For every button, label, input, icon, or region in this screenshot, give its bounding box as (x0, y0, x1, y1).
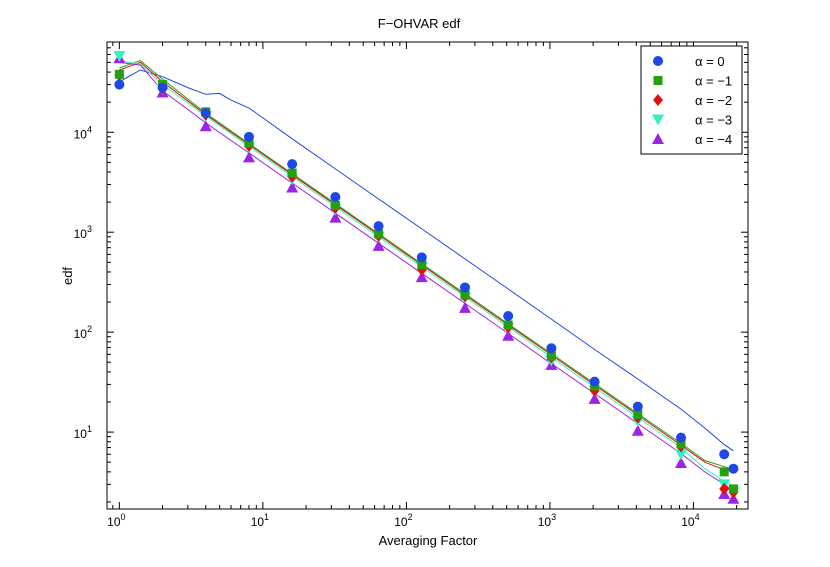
data-point-series-1 (114, 69, 124, 79)
legend-marker-2 (653, 94, 663, 106)
data-point-series-4 (631, 424, 644, 436)
x-tick-label: 104 (681, 512, 699, 529)
fit-line-series-0 (119, 69, 734, 452)
x-tick-label: 102 (394, 512, 412, 529)
data-point-series-1 (728, 484, 738, 494)
y-tick-label: 101 (74, 424, 92, 441)
data-point-series-1 (330, 200, 340, 210)
data-point-series-4 (329, 211, 342, 223)
legend-marker-3 (652, 114, 664, 126)
data-point-series-4 (415, 271, 428, 283)
legend-label-4: α = −4 (695, 132, 732, 147)
data-point-series-0 (503, 311, 514, 322)
data-point-series-1 (719, 467, 729, 477)
data-point-series-0 (157, 82, 168, 93)
data-point-series-2 (719, 482, 730, 495)
data-point-series-1 (503, 320, 513, 330)
legend-marker-1 (653, 76, 663, 85)
fit-line-series-4 (119, 61, 734, 492)
data-point-series-1 (244, 138, 254, 148)
plot-frame (106, 41, 749, 510)
data-point-series-3 (675, 449, 688, 461)
data-point-series-4 (588, 392, 601, 404)
data-point-series-4 (199, 120, 212, 132)
data-point-series-0 (200, 108, 211, 119)
legend-label-0: α = 0 (695, 54, 725, 69)
data-point-series-1 (417, 260, 427, 270)
data-point-series-3 (113, 50, 126, 62)
data-point-series-4 (458, 301, 471, 313)
data-point-series-0 (114, 79, 125, 90)
data-point-series-0 (373, 221, 384, 232)
data-markers (113, 50, 740, 504)
data-point-series-0 (632, 401, 643, 412)
data-point-series-0 (330, 192, 341, 203)
data-point-series-0 (459, 282, 470, 293)
x-tick-label: 101 (251, 512, 269, 529)
data-point-series-4 (242, 151, 255, 163)
x-axis-label: Averaging Factor (379, 533, 478, 548)
data-point-series-1 (676, 439, 686, 449)
legend-label-3: α = −3 (695, 113, 732, 128)
data-point-series-1 (633, 409, 643, 419)
legend-marker-4 (652, 133, 664, 144)
y-tick-label: 103 (74, 224, 92, 241)
data-point-series-0 (416, 252, 427, 263)
legend-label-1: α = −1 (695, 74, 732, 89)
y-tick-labels: 101 102 103 104 (74, 124, 92, 441)
data-point-series-4 (286, 181, 299, 193)
axis-ticks (107, 41, 748, 509)
data-point-series-0 (589, 376, 600, 387)
data-point-series-4 (675, 457, 688, 469)
data-point-series-0 (719, 449, 730, 460)
x-tick-label: 100 (107, 512, 125, 529)
data-point-series-0 (546, 343, 557, 354)
data-point-series-0 (676, 432, 687, 443)
data-point-series-0 (243, 131, 254, 142)
data-point-series-1 (374, 229, 384, 239)
x-tick-labels: 100 101 102 103 104 (107, 512, 699, 529)
data-point-series-1 (546, 351, 556, 361)
y-tick-label: 104 (74, 124, 92, 141)
data-point-series-4 (727, 492, 740, 504)
data-point-series-4 (372, 239, 385, 251)
x-tick-label: 103 (538, 512, 556, 529)
y-axis-label: edf (60, 267, 75, 285)
data-point-series-0 (728, 463, 739, 474)
data-point-series-0 (287, 159, 298, 170)
legend-label-2: α = −2 (695, 93, 732, 108)
y-tick-label: 102 (74, 324, 92, 341)
legend-marker-0 (653, 56, 663, 66)
legend: α = 0 α = −1 α = −2 α = −3 α = −4 (640, 45, 743, 155)
data-point-series-1 (460, 290, 470, 300)
data-point-series-1 (287, 168, 297, 178)
chart-title: F−OHVAR edf (378, 16, 461, 31)
data-point-series-4 (502, 329, 515, 341)
